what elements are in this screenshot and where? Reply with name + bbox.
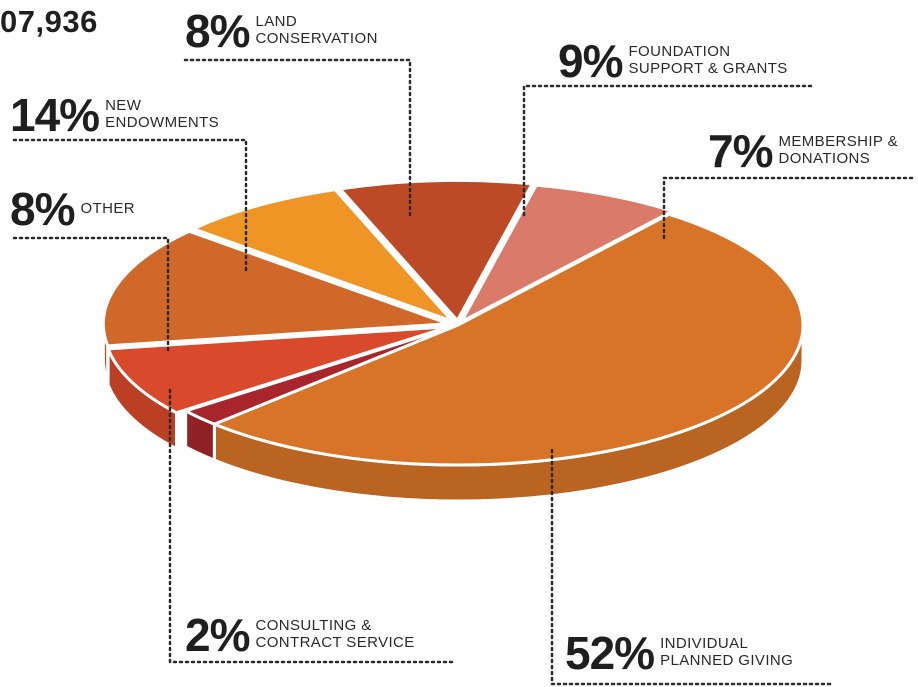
slice-label-4: 8% LAND CONSERVATION <box>185 8 378 54</box>
slice-description: CONSULTING & CONTRACT SERVICE <box>255 617 415 652</box>
slice-percent: 14% <box>10 89 100 141</box>
slice-5 <box>338 179 534 323</box>
slice-description: NEW ENDOWMENTS <box>105 97 220 132</box>
slice-description-line: PLANNED GIVING <box>660 652 794 669</box>
slice-description-line: DONATIONS <box>778 150 871 167</box>
slice-percent: 8% <box>10 183 75 235</box>
total-amount: 07,936 <box>0 4 98 39</box>
leader-line-3 <box>10 138 248 272</box>
slice-description-line: MEMBERSHIP & <box>778 133 899 151</box>
slice-description: LAND CONSERVATION <box>255 13 378 48</box>
slice-3 <box>101 229 450 348</box>
slice-description: MEMBERSHIP & DONATIONS <box>778 133 899 168</box>
slice-percent: 8% <box>185 5 250 57</box>
slice-label-5: 9% FOUNDATION SUPPORT & GRANTS <box>558 38 788 84</box>
leader-line-5 <box>522 84 817 217</box>
slice-label-3: 14% NEW ENDOWMENTS <box>10 92 219 138</box>
slice-description-line: NEW <box>105 97 142 115</box>
slice-percent: 52% <box>565 627 655 679</box>
slice-0 <box>212 212 805 467</box>
slice-description: INDIVIDUAL PLANNED GIVING <box>660 635 794 670</box>
slice-description-line: ENDOWMENTS <box>105 114 220 131</box>
leader-line-1 <box>168 388 457 664</box>
slice-description-line: CONTRACT SERVICE <box>255 634 415 651</box>
slice-4 <box>191 188 454 323</box>
slice-label-1: 2% CONSULTING & CONTRACT SERVICE <box>185 612 415 658</box>
slice-description-line: FOUNDATION <box>628 43 731 61</box>
slice-description-line: LAND <box>255 13 298 31</box>
slice-label-6: 7% MEMBERSHIP & DONATIONS <box>708 128 898 174</box>
slice-description-line: OTHER <box>80 199 135 217</box>
slice-percent: 9% <box>558 35 623 87</box>
leader-line-4 <box>183 58 412 217</box>
slice-label-2: 8% OTHER <box>10 186 135 232</box>
slice-description-line: CONSERVATION <box>255 30 378 47</box>
leader-line-6 <box>662 176 914 240</box>
slice-percent: 2% <box>185 609 250 661</box>
slice-label-0: 52% INDIVIDUAL PLANNED GIVING <box>565 630 793 676</box>
slice-description: OTHER <box>80 199 135 218</box>
slice-percent: 7% <box>708 125 773 177</box>
leader-line-2 <box>10 236 170 352</box>
slice-description-line: SUPPORT & GRANTS <box>628 60 788 77</box>
leader-line-0 <box>550 448 832 686</box>
slice-description-line: INDIVIDUAL <box>660 635 749 653</box>
slice-6 <box>459 183 675 324</box>
slice-description-line: CONSULTING & <box>255 617 372 635</box>
slice-description: FOUNDATION SUPPORT & GRANTS <box>628 43 788 78</box>
